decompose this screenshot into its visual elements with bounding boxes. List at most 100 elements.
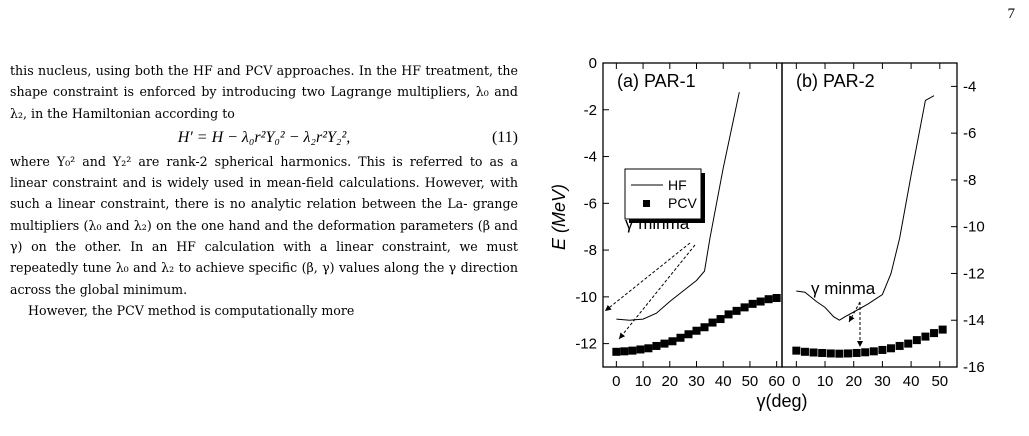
pcv-point — [740, 303, 749, 312]
pcv-point — [724, 310, 733, 319]
paragraph-1: this nucleus, using both the HF and PCV … — [10, 60, 518, 124]
pcv-point — [756, 297, 765, 306]
y-tick-label: 0 — [589, 55, 597, 72]
pcv-point — [912, 336, 921, 345]
pcv-point — [930, 329, 939, 338]
y-tick-label: -8 — [584, 242, 597, 259]
y-tick-label: -14 — [963, 312, 985, 329]
hf-series-line — [796, 95, 935, 321]
text-line: tune λ₀ and λ₂ to achieve specific (β, γ… — [82, 260, 445, 276]
panel-title: (b) PAR-2 — [796, 71, 875, 91]
pcv-point — [772, 294, 781, 303]
pcv-point — [700, 323, 709, 332]
y-tick-label: -4 — [963, 78, 976, 95]
pcv-point — [692, 326, 701, 335]
x-tick-label: 10 — [635, 373, 652, 390]
y-tick-label: -6 — [584, 195, 597, 212]
paragraph-2: where Y₀² and Y₂² are rank-2 spherical h… — [10, 151, 518, 300]
legend-pcv-swatch — [643, 200, 650, 207]
y-tick-label: -8 — [963, 172, 976, 189]
x-tick-label: 20 — [845, 373, 862, 390]
energy-gamma-chart: 0 10 20 30 40 50 60 0 -2 -4 -6 -8 -10 -12 (a) PAR-1 γ m… — [549, 55, 985, 411]
x-tick-label: 20 — [661, 373, 678, 390]
y-tick-label: -2 — [584, 102, 597, 119]
hf-series-line — [616, 92, 740, 321]
pcv-point — [732, 306, 741, 315]
text-line: constraint, there is no analytic relatio… — [100, 196, 468, 212]
pcv-point — [660, 339, 669, 348]
y-tick-label: -12 — [575, 336, 597, 353]
pcv-point — [676, 333, 685, 342]
pcv-point — [852, 348, 861, 357]
x-tick-label: 30 — [874, 373, 891, 390]
gamma-minima-label: γ minma — [811, 279, 876, 298]
pcv-point — [652, 341, 661, 350]
pcv-point — [887, 344, 896, 353]
equation-number: (11) — [491, 128, 518, 146]
pcv-point — [684, 330, 693, 339]
text-line: γ direction across the global minimum. — [10, 260, 518, 297]
panel-title: (a) PAR-1 — [617, 71, 696, 91]
x-axis-title: γ(deg) — [756, 391, 807, 411]
pcv-point — [861, 348, 870, 357]
x-tick-label: 30 — [688, 373, 705, 390]
text-line: in mean-field calculations. However, wit… — [10, 175, 518, 212]
pcv-point — [708, 318, 717, 327]
pcv-point — [904, 339, 913, 348]
pcv-point — [869, 347, 878, 356]
text-line: However, the PCV method is computational… — [28, 302, 355, 318]
paragraph-3: However, the PCV method is computational… — [10, 300, 518, 321]
pcv-point — [895, 341, 904, 350]
plot-frame — [781, 62, 958, 368]
pcv-point — [800, 347, 809, 356]
pcv-point — [612, 347, 621, 356]
pcv-point — [921, 332, 930, 341]
text-line: is referred to as a linear constraint an… — [10, 153, 518, 191]
y-tick-label: -4 — [584, 149, 597, 166]
text-line: In the HF treatment, the shape constrain… — [10, 63, 518, 100]
page-number: 7 — [1007, 6, 1016, 22]
pcv-point — [843, 349, 852, 358]
x-tick-label: 40 — [903, 373, 920, 390]
y-tick-label: -10 — [963, 219, 985, 236]
x-tick-label: 0 — [792, 373, 800, 390]
pcv-point — [636, 345, 645, 354]
equation-11: H′ = H − λ₀r²Y₀² − λ₂r²Y₂², (11) — [10, 124, 518, 151]
legend-box — [624, 168, 702, 220]
text-line: calculation with a linear constraint, we… — [10, 239, 518, 276]
pcv-point — [938, 325, 947, 334]
legend-hf-label: HF — [668, 177, 687, 193]
pcv-point — [628, 346, 637, 355]
minima-arrow — [848, 301, 861, 323]
y-tick-label: -6 — [963, 125, 976, 142]
figure: 0 10 20 30 40 50 60 0 -2 -4 -6 -8 -10 -12 (a) PAR-1 γ m… — [545, 45, 1015, 431]
text-line: where Y₀² and Y₂² are rank-2 spherical h… — [10, 153, 386, 169]
pcv-point — [809, 348, 818, 357]
y-tick-label: -16 — [963, 359, 985, 376]
text-line: deformation parameters (β and γ) on the … — [10, 217, 518, 255]
pcv-point — [764, 295, 773, 304]
equation-formula: H′ = H − λ₀r²Y₀² − λ₂r²Y₂², — [177, 128, 351, 146]
pcv-point — [835, 349, 844, 358]
minima-arrow — [618, 244, 696, 340]
x-tick-label: 50 — [931, 373, 948, 390]
pcv-point — [644, 344, 653, 353]
y-tick-label: -12 — [963, 265, 985, 282]
pcv-point — [668, 337, 677, 346]
y-tick-label: -10 — [575, 289, 597, 306]
x-tick-label: 40 — [715, 373, 732, 390]
x-tick-label: 60 — [768, 373, 785, 390]
legend-pcv-label: PCV — [668, 195, 697, 211]
y-axis-title: E (MeV) — [549, 184, 569, 250]
pcv-point — [716, 315, 725, 324]
text-line: Hamiltonian according to — [71, 105, 235, 121]
x-tick-label: 0 — [612, 373, 620, 390]
pcv-point — [620, 347, 629, 356]
pcv-point — [818, 348, 827, 357]
text-line: introducing two Lagrange multipliers, λ₀… — [10, 84, 518, 121]
x-tick-label: 50 — [742, 373, 759, 390]
pcv-point — [826, 349, 835, 358]
pcv-point — [748, 299, 757, 308]
text-line: grange multipliers (λ₀ and λ₂) on the on… — [10, 196, 518, 233]
